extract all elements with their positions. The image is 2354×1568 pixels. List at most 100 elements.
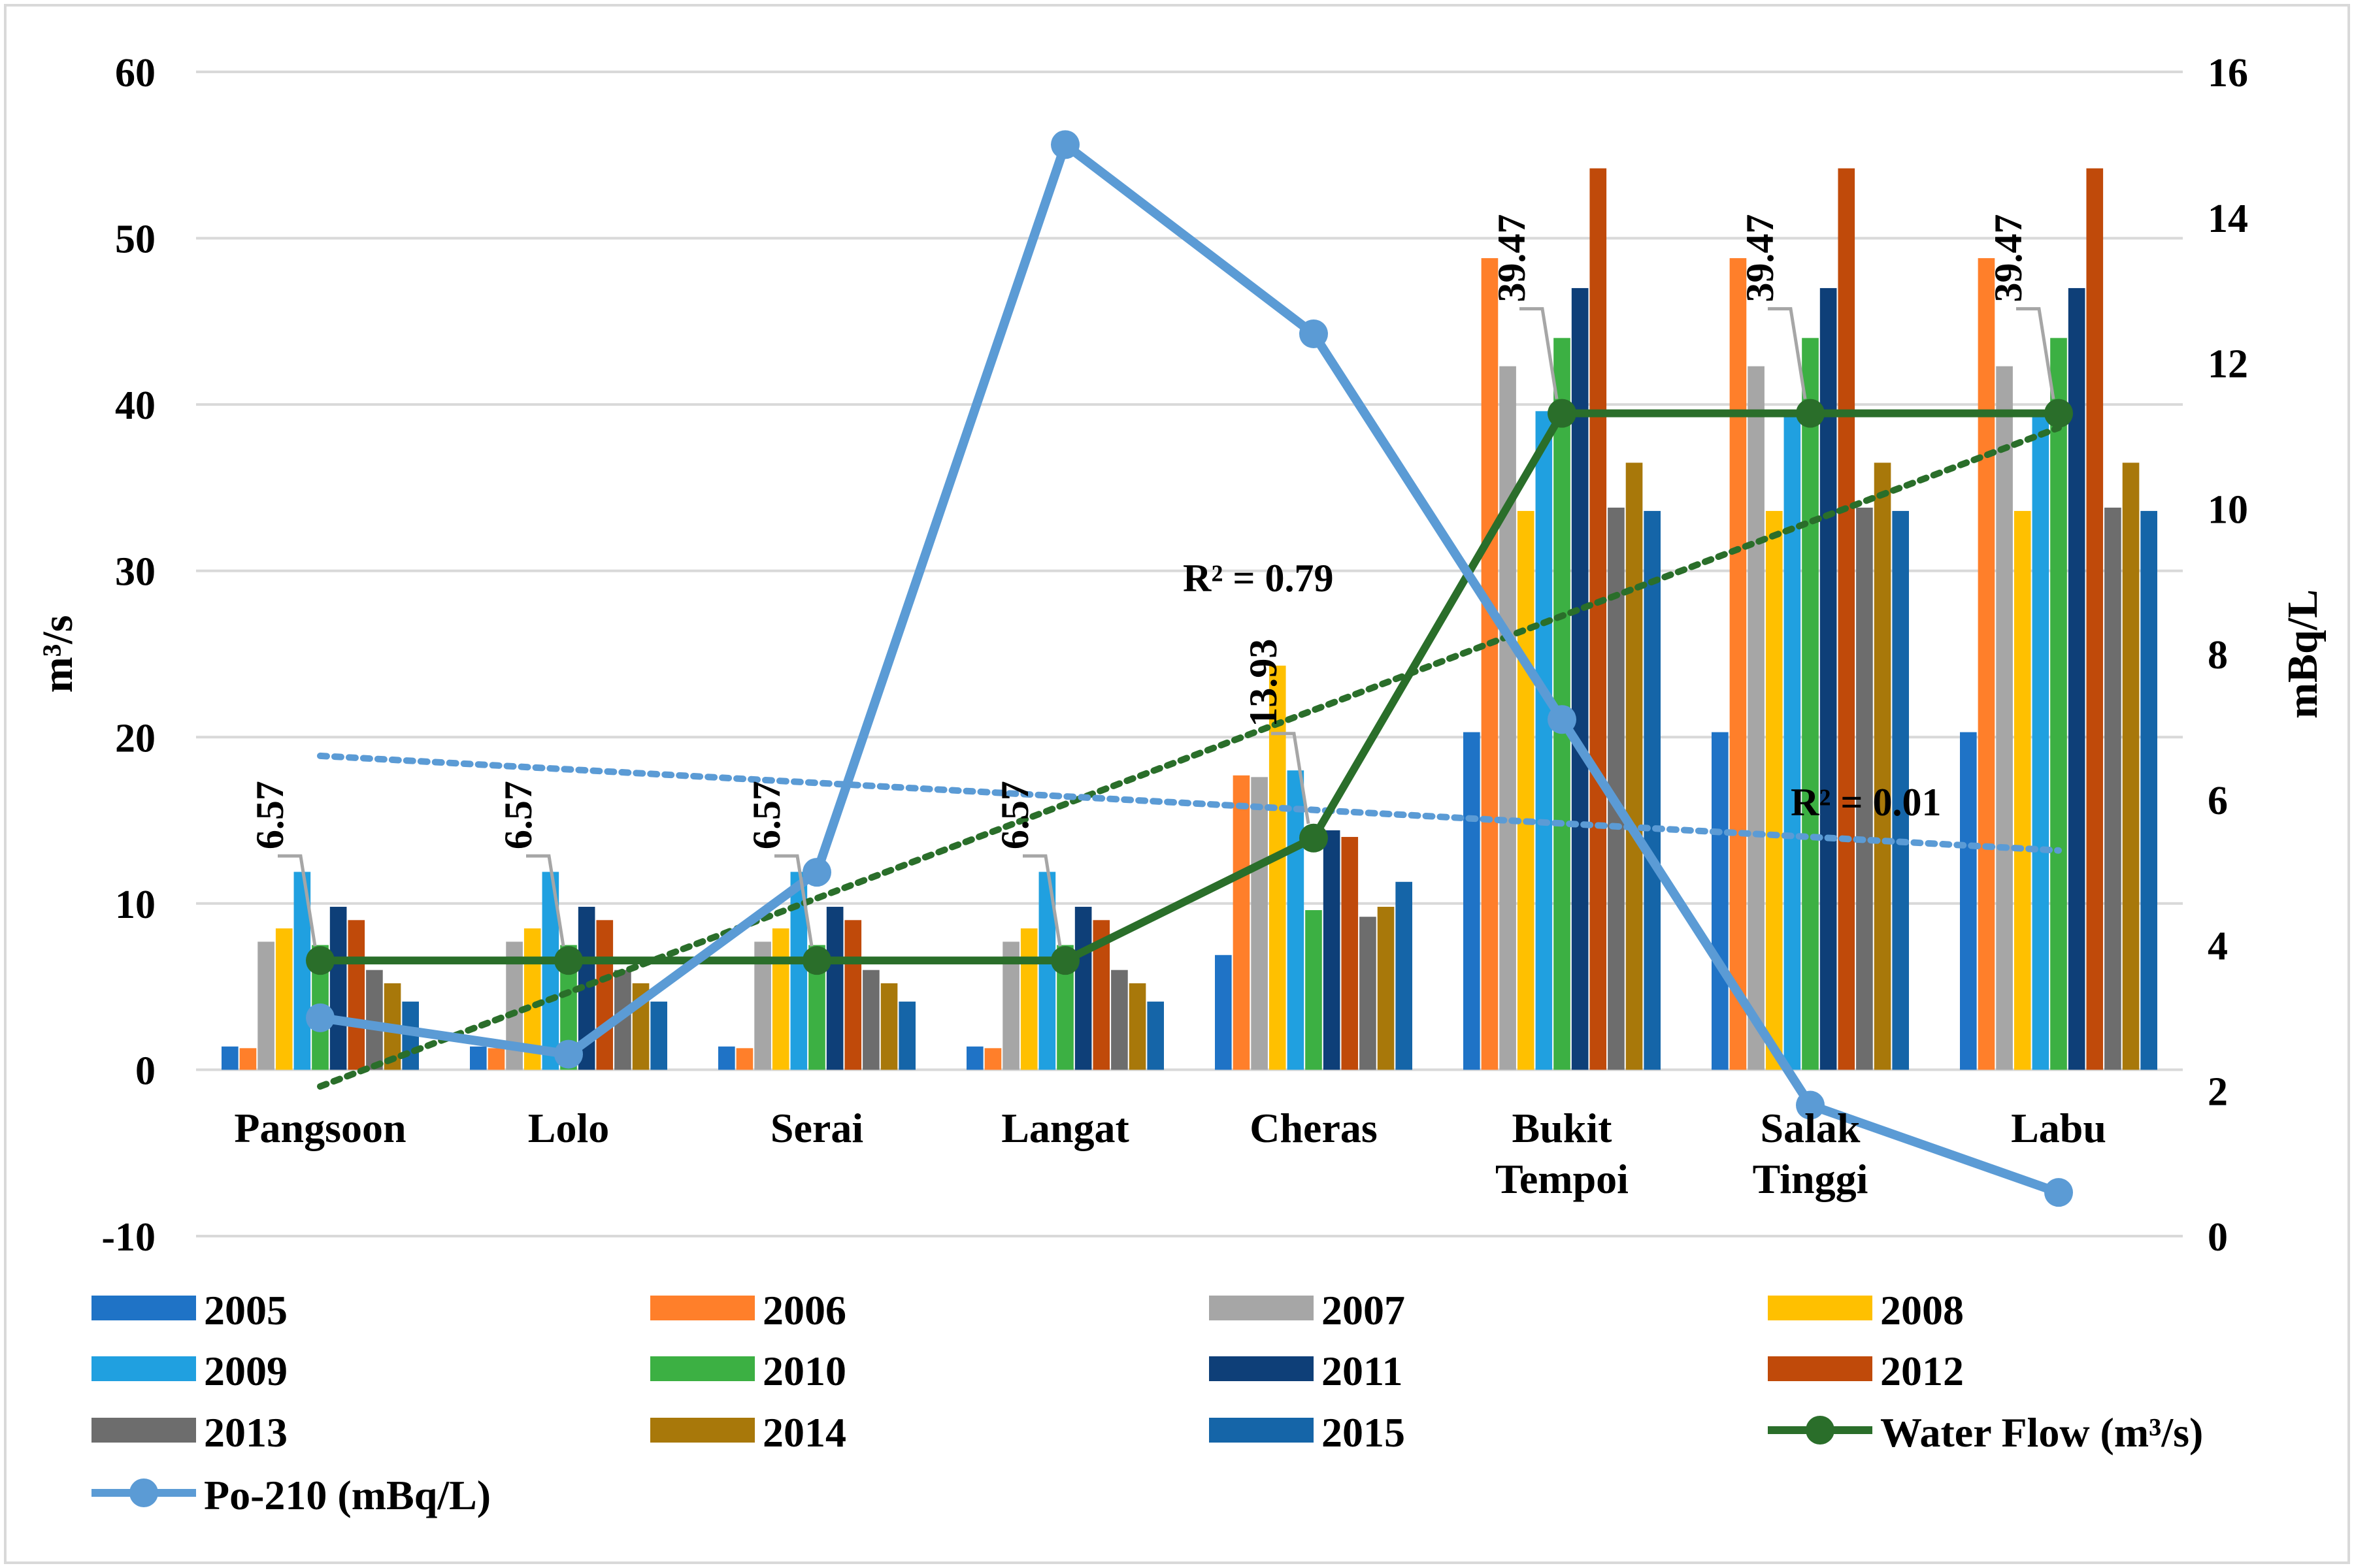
point-1-5 (1548, 705, 1576, 734)
legend-label: 2015 (1321, 1409, 1405, 1456)
point-0-0 (306, 946, 335, 975)
bar-2005-0 (222, 1046, 239, 1070)
y-tick-label: 20 (115, 716, 156, 760)
bar-2005-2 (718, 1046, 735, 1070)
bar-2009-6 (1783, 411, 1801, 1070)
chart-border (4, 4, 2350, 1564)
x-tick-label: Langat (1001, 1105, 1129, 1151)
y2-tick-label: 6 (2208, 779, 2228, 823)
line-series (306, 130, 2073, 1207)
legend-label: Water Flow (m³/s) (1880, 1409, 2203, 1456)
y-tick-label: -10 (101, 1215, 156, 1260)
bar-2011-3 (1074, 906, 1092, 1070)
bar-2012-5 (1589, 168, 1607, 1070)
x-tick-label: Labu (2011, 1105, 2106, 1151)
y2-tick-label: 16 (2208, 51, 2248, 95)
point-1-0 (306, 1003, 335, 1032)
bar-2014-5 (1625, 463, 1643, 1070)
bar-2015-2 (899, 1002, 916, 1070)
point-0-3 (1051, 946, 1080, 975)
y-tick-label: 30 (115, 550, 156, 595)
x-tick-label: Serai (771, 1105, 863, 1151)
point-1-4 (1299, 319, 1328, 348)
data-label: 39.47 (1987, 214, 2030, 302)
x-tick-label: Pangsoon (234, 1105, 406, 1151)
bar-2013-4 (1359, 917, 1376, 1070)
legend-swatch (1768, 1296, 1872, 1320)
y-tick-label: 0 (135, 1049, 156, 1093)
bar-2014-3 (1129, 983, 1146, 1070)
bar-2010-7 (2050, 338, 2067, 1070)
data-label: 6.57 (248, 781, 291, 849)
x-tick-label: Lolo (528, 1105, 609, 1151)
bar-2005-5 (1463, 732, 1480, 1070)
bar-2006-6 (1729, 258, 1747, 1070)
data-label-leader (1023, 854, 1062, 947)
data-label: 39.47 (1490, 214, 1533, 302)
bar-2005-1 (470, 1046, 487, 1070)
bar-2015-3 (1147, 1002, 1164, 1070)
trendline-label-po210: R² = 0.01 (1791, 781, 1942, 824)
bar-2013-3 (1111, 970, 1128, 1070)
bar-2011-6 (1819, 287, 1837, 1070)
bar-2007-4 (1251, 777, 1268, 1070)
y-tick-label: 10 (115, 883, 156, 927)
bar-2005-6 (1712, 732, 1729, 1070)
bar-2008-3 (1020, 928, 1038, 1070)
bar-2011-4 (1323, 830, 1340, 1070)
bar-2009-7 (2032, 411, 2049, 1070)
bar-2011-0 (329, 906, 347, 1070)
data-label-leader (1768, 307, 1807, 400)
bar-2013-6 (1856, 507, 1873, 1070)
bar-2012-1 (596, 920, 614, 1070)
y2-tick-label: 10 (2208, 487, 2248, 532)
data-label-leader (2016, 307, 2055, 400)
y-tick-label: 60 (115, 51, 156, 95)
legend-swatch (1209, 1356, 1314, 1381)
point-1-3 (1051, 130, 1080, 159)
data-label-leader (1519, 307, 1559, 400)
legend-label: 2008 (1880, 1287, 1964, 1333)
bar-2008-6 (1765, 511, 1783, 1070)
legend-swatch (1209, 1296, 1314, 1320)
y-tick-label: 50 (115, 218, 156, 262)
legend-swatch (650, 1356, 755, 1381)
data-label-leader (774, 854, 814, 947)
y-tick-label: 40 (115, 384, 156, 428)
bar-2007-7 (1996, 366, 2013, 1070)
bar-2006-5 (1481, 258, 1499, 1070)
legend-label: 2010 (763, 1348, 846, 1394)
data-label: 39.47 (1738, 214, 1782, 302)
point-1-7 (2044, 1178, 2073, 1207)
point-0-5 (1548, 399, 1576, 428)
y2-tick-label: 2 (2208, 1070, 2228, 1114)
bar-2008-2 (772, 928, 789, 1070)
trendlines: R² = 0.79 R² = 0.01 (317, 424, 2062, 1090)
bar-2007-5 (1499, 366, 1516, 1070)
bar-2012-6 (1838, 168, 1855, 1070)
bar-2010-4 (1305, 910, 1322, 1070)
y2-axis-title: mBq/L (2279, 589, 2327, 719)
legend-swatch (91, 1356, 196, 1381)
bar-2011-7 (2068, 287, 2085, 1070)
legend-swatch (1209, 1418, 1314, 1443)
axes: -10 0 10 20 30 40 50 60 0 2 4 6 8 10 12 14 16 m³/s mBq/L Pa… (34, 51, 2327, 1260)
legend-swatch (650, 1296, 755, 1320)
bar-2015-1 (650, 1002, 667, 1070)
bar-2007-0 (257, 941, 274, 1070)
bar-2015-5 (1644, 511, 1661, 1070)
legend-label: 2013 (204, 1409, 288, 1456)
bar-2006-2 (736, 1048, 754, 1070)
bars (222, 168, 2157, 1070)
y-axis-title: m³/s (34, 615, 82, 693)
line-1 (319, 140, 2061, 1197)
point-0-7 (2044, 399, 2073, 428)
x-tick-label: Bukit Tempoi (1495, 1105, 1629, 1202)
bar-2011-2 (826, 906, 844, 1070)
y2-tick-label: 14 (2208, 197, 2248, 241)
bar-2014-4 (1377, 906, 1395, 1070)
bar-2015-4 (1395, 881, 1412, 1070)
trendline-1 (317, 752, 2062, 854)
data-label: 6.57 (745, 781, 788, 849)
